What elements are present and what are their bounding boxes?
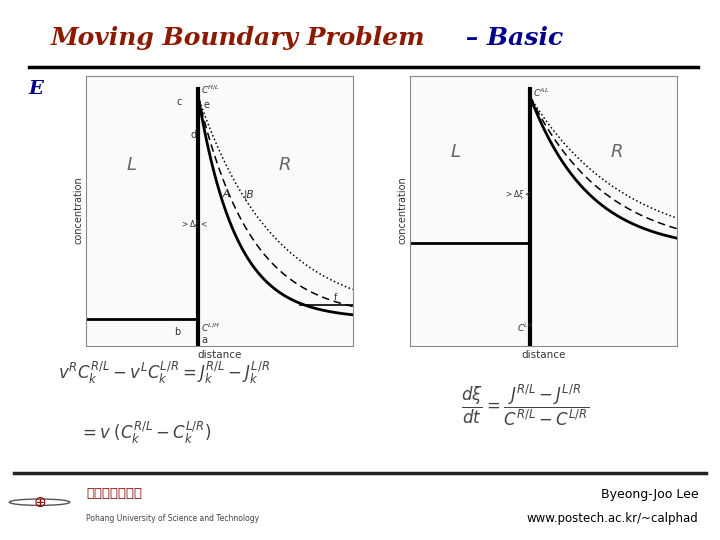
Text: $\dfrac{d\xi}{dt} = \dfrac{J^{R/L} - J^{L/R}}{C^{R/L} - C^{L/R}}$: $\dfrac{d\xi}{dt} = \dfrac{J^{R/L} - J^{… bbox=[461, 382, 589, 428]
Text: Byeong-Joo Lee: Byeong-Joo Lee bbox=[600, 488, 698, 501]
Y-axis label: concentration: concentration bbox=[73, 177, 84, 245]
X-axis label: distance: distance bbox=[521, 350, 566, 360]
Text: $>\Delta\xi<$: $>\Delta\xi<$ bbox=[504, 188, 531, 201]
Text: ⊕: ⊕ bbox=[33, 495, 46, 510]
Text: 포항공과대학교: 포항공과대학교 bbox=[86, 487, 143, 500]
Text: – Basic: – Basic bbox=[457, 25, 564, 50]
Text: E: E bbox=[29, 80, 44, 98]
Text: A: A bbox=[222, 189, 230, 199]
Text: $C^{L/H}$: $C^{L/H}$ bbox=[201, 322, 220, 334]
Text: $C^{H/L}$: $C^{H/L}$ bbox=[201, 84, 220, 97]
Text: d: d bbox=[190, 130, 197, 140]
Text: Pohang University of Science and Technology: Pohang University of Science and Technol… bbox=[86, 514, 259, 523]
Text: f: f bbox=[334, 293, 338, 302]
Text: c: c bbox=[177, 97, 182, 107]
Text: R: R bbox=[610, 143, 623, 160]
Text: $= v \; (C_k^{R/L} - C_k^{L/R})$: $= v \; (C_k^{R/L} - C_k^{L/R})$ bbox=[79, 420, 212, 446]
Text: Moving Boundary Problem: Moving Boundary Problem bbox=[50, 25, 425, 50]
Y-axis label: concentration: concentration bbox=[397, 177, 408, 245]
X-axis label: distance: distance bbox=[197, 350, 242, 360]
Text: |B: |B bbox=[243, 189, 254, 200]
Text: a: a bbox=[201, 335, 207, 345]
Text: $>\Delta\xi<$: $>\Delta\xi<$ bbox=[180, 218, 207, 231]
Text: L: L bbox=[451, 143, 460, 160]
Text: $C^{LR}$: $C^{LR}$ bbox=[517, 322, 534, 334]
Text: L: L bbox=[127, 156, 136, 174]
Text: e: e bbox=[204, 100, 210, 110]
Text: $v^R C_k^{R/L} - v^L C_k^{L/R} = J_k^{R/L} - J_k^{L/R}$: $v^R C_k^{R/L} - v^L C_k^{L/R} = J_k^{R/… bbox=[58, 360, 270, 386]
Text: www.postech.ac.kr/~calphad: www.postech.ac.kr/~calphad bbox=[526, 512, 698, 525]
Text: R: R bbox=[278, 156, 291, 174]
Text: b: b bbox=[174, 327, 181, 337]
Text: $C^{AL}$: $C^{AL}$ bbox=[533, 87, 549, 99]
